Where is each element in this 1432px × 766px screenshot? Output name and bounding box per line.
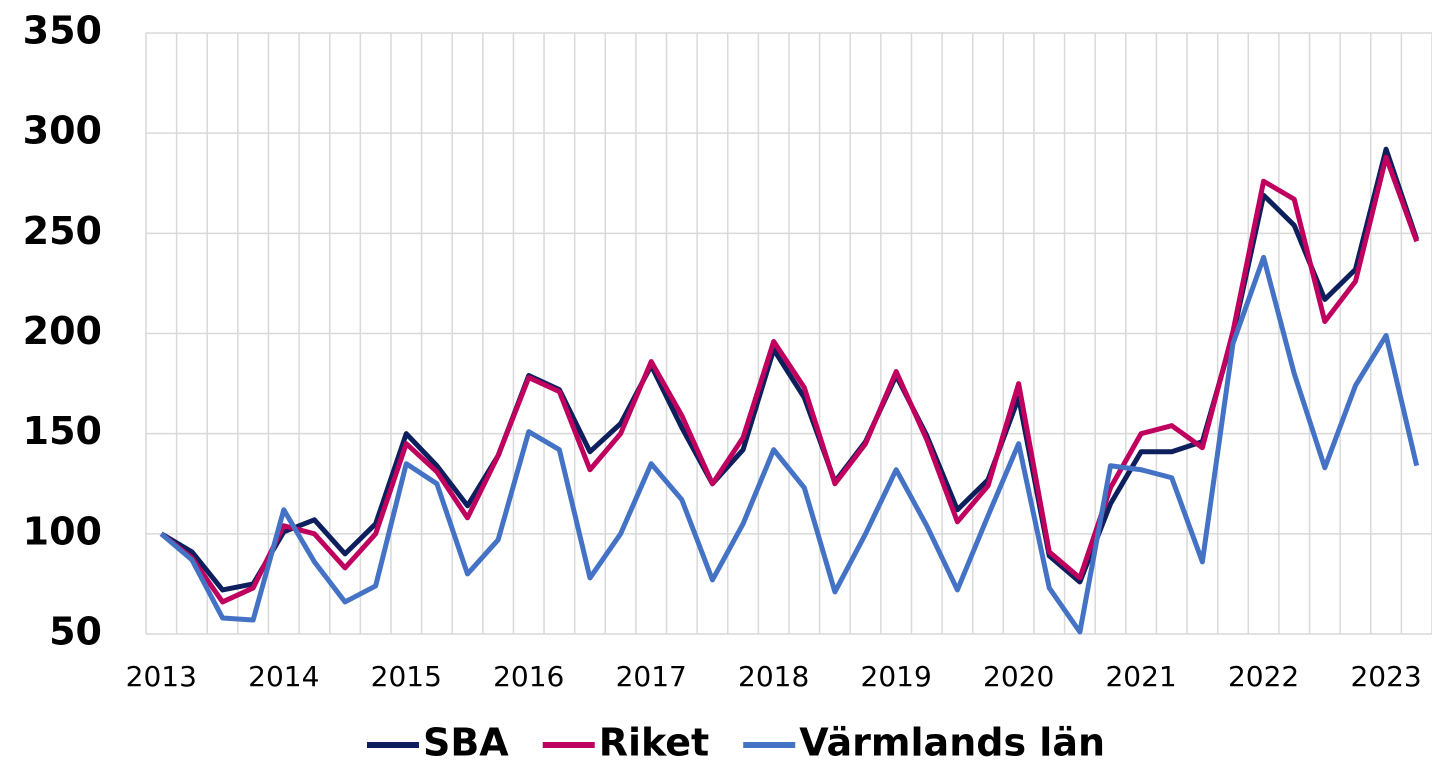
y-tick-label: 350 xyxy=(23,9,102,53)
x-tick-label: 2022 xyxy=(1228,660,1299,693)
series-line xyxy=(159,154,1420,605)
x-tick-label: 2017 xyxy=(616,660,687,693)
legend-label: SBA xyxy=(423,721,509,765)
x-tick-label: 2021 xyxy=(1105,660,1176,693)
y-tick-label: 250 xyxy=(23,209,102,253)
y-tick-label: 150 xyxy=(23,409,102,453)
x-tick-label: 2015 xyxy=(371,660,442,693)
x-tick-label: 2013 xyxy=(126,660,197,693)
legend: SBA Riket Värmlands län xyxy=(366,721,1105,765)
legend-label: Riket xyxy=(599,721,709,765)
x-tick-label: 2019 xyxy=(861,660,932,693)
y-tick-label: 100 xyxy=(23,509,102,553)
legend-label: Värmlands län xyxy=(799,721,1105,765)
y-tick-label: 200 xyxy=(23,309,102,353)
x-tick-label: 2020 xyxy=(983,660,1054,693)
x-tick-label: 2014 xyxy=(248,660,319,693)
x-tick-label: 2016 xyxy=(493,660,564,693)
y-tick-label: 300 xyxy=(23,109,102,153)
x-tick-label: 2023 xyxy=(1350,660,1421,693)
series-line xyxy=(159,254,1420,635)
y-tick-label: 50 xyxy=(49,610,102,654)
x-tick-label: 2018 xyxy=(738,660,809,693)
